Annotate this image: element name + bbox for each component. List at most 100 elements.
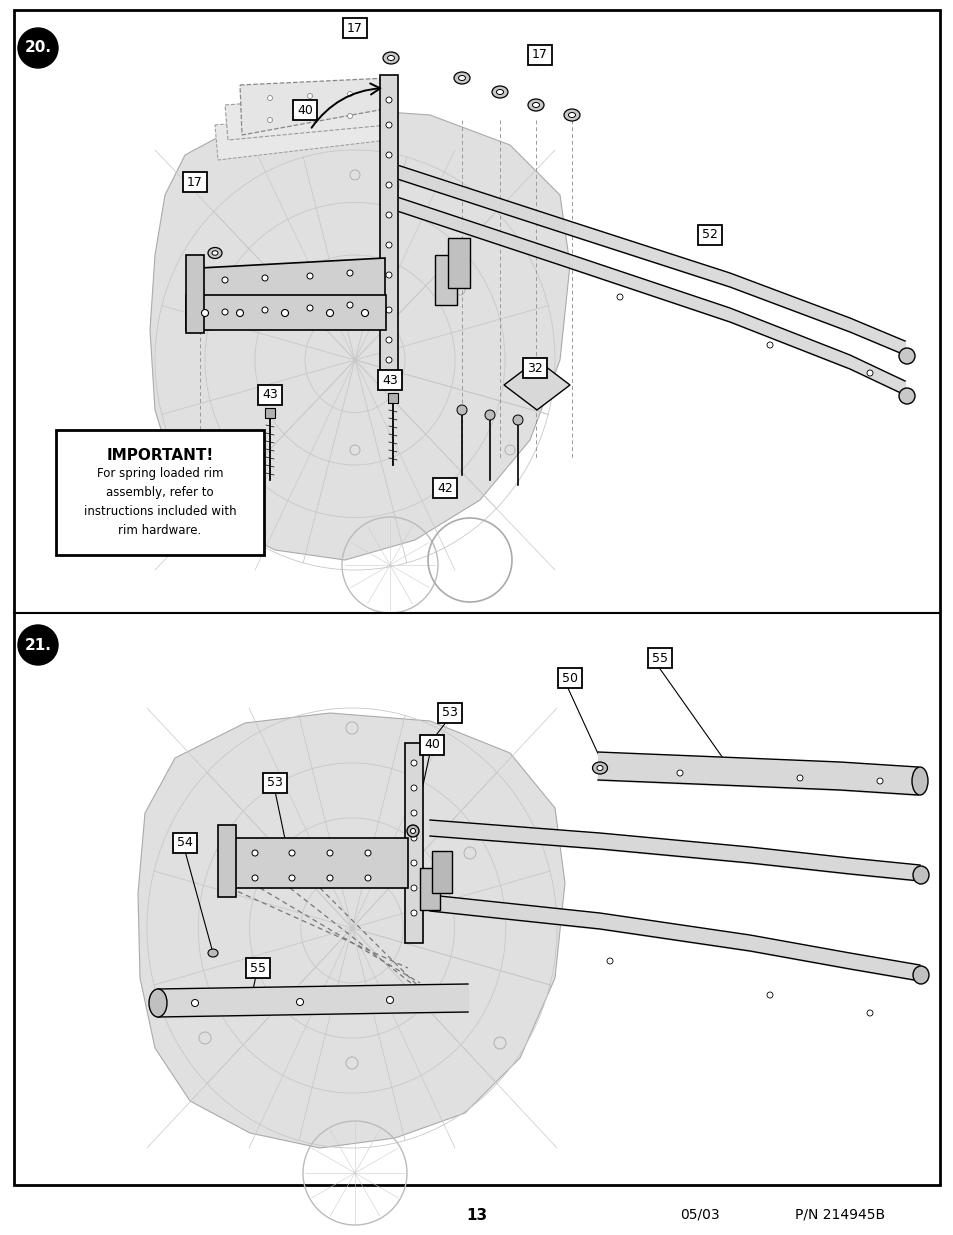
Ellipse shape (898, 388, 914, 404)
Bar (218, 825, 235, 897)
Ellipse shape (496, 89, 503, 95)
Ellipse shape (911, 767, 927, 795)
Circle shape (513, 415, 522, 425)
Ellipse shape (407, 825, 418, 837)
Circle shape (386, 357, 392, 363)
Circle shape (386, 337, 392, 343)
Text: For spring loaded rim
assembly, refer to
instructions included with
rim hardware: For spring loaded rim assembly, refer to… (84, 467, 236, 537)
Bar (186, 295, 386, 330)
Polygon shape (200, 258, 385, 330)
Circle shape (262, 275, 268, 282)
Bar (435, 254, 456, 305)
Circle shape (229, 847, 241, 860)
Circle shape (386, 182, 392, 188)
Circle shape (386, 272, 392, 278)
Circle shape (455, 285, 464, 295)
Bar (379, 75, 397, 385)
Circle shape (262, 308, 268, 312)
Ellipse shape (208, 948, 218, 957)
Circle shape (296, 999, 303, 1005)
Circle shape (386, 242, 392, 248)
Text: 50: 50 (561, 672, 578, 684)
Circle shape (252, 850, 257, 856)
Ellipse shape (912, 866, 928, 884)
Text: 05/03: 05/03 (679, 1208, 720, 1221)
Circle shape (386, 997, 393, 1004)
Ellipse shape (212, 251, 218, 256)
Text: 53: 53 (441, 706, 457, 720)
Text: 53: 53 (267, 777, 283, 789)
Text: P/N 214945B: P/N 214945B (794, 1208, 884, 1221)
Polygon shape (225, 93, 388, 140)
Circle shape (386, 308, 392, 312)
Circle shape (876, 778, 882, 784)
Ellipse shape (458, 75, 465, 80)
Circle shape (307, 116, 313, 121)
Circle shape (236, 310, 243, 316)
Circle shape (411, 785, 416, 790)
Circle shape (386, 152, 392, 158)
Ellipse shape (563, 109, 579, 121)
Circle shape (361, 310, 368, 316)
Circle shape (456, 405, 467, 415)
Ellipse shape (592, 762, 607, 774)
Circle shape (677, 769, 682, 776)
Text: 52: 52 (701, 228, 718, 242)
Ellipse shape (532, 103, 539, 107)
Circle shape (766, 342, 772, 348)
Bar (265, 408, 274, 417)
Circle shape (386, 212, 392, 219)
Circle shape (411, 760, 416, 766)
Circle shape (463, 847, 476, 860)
Circle shape (411, 860, 416, 866)
Polygon shape (240, 78, 390, 135)
Ellipse shape (527, 99, 543, 111)
Circle shape (766, 992, 772, 998)
Bar (448, 238, 470, 288)
Circle shape (326, 310, 334, 316)
Text: 20.: 20. (25, 41, 51, 56)
Circle shape (245, 285, 254, 295)
Text: 32: 32 (527, 362, 542, 374)
Circle shape (866, 1010, 872, 1016)
Text: IMPORTANT!: IMPORTANT! (107, 448, 213, 463)
Text: 55: 55 (651, 652, 667, 664)
Circle shape (347, 270, 353, 275)
Ellipse shape (492, 86, 507, 98)
Text: 42: 42 (436, 482, 453, 494)
Circle shape (327, 876, 333, 881)
Text: 17: 17 (187, 175, 203, 189)
Circle shape (350, 445, 359, 454)
Polygon shape (150, 107, 569, 559)
Circle shape (222, 309, 228, 315)
Bar (186, 254, 204, 333)
Text: 13: 13 (466, 1208, 487, 1223)
Circle shape (350, 170, 359, 180)
Ellipse shape (410, 829, 416, 834)
Text: 17: 17 (347, 21, 362, 35)
Circle shape (411, 910, 416, 916)
Circle shape (327, 850, 333, 856)
Text: 55: 55 (250, 962, 266, 974)
Ellipse shape (454, 72, 470, 84)
Circle shape (494, 1037, 505, 1049)
Circle shape (194, 445, 205, 454)
Bar (405, 743, 422, 944)
Circle shape (347, 91, 352, 96)
Bar (419, 868, 439, 910)
Circle shape (504, 445, 515, 454)
Circle shape (365, 876, 371, 881)
Circle shape (866, 370, 872, 375)
Ellipse shape (912, 966, 928, 984)
Circle shape (289, 876, 294, 881)
Text: 17: 17 (532, 48, 547, 62)
Circle shape (281, 310, 288, 316)
Ellipse shape (568, 112, 575, 117)
Circle shape (18, 28, 58, 68)
Circle shape (617, 294, 622, 300)
Circle shape (18, 625, 58, 664)
Circle shape (796, 776, 802, 781)
Circle shape (307, 305, 313, 311)
Circle shape (222, 277, 228, 283)
Text: 40: 40 (424, 739, 439, 752)
